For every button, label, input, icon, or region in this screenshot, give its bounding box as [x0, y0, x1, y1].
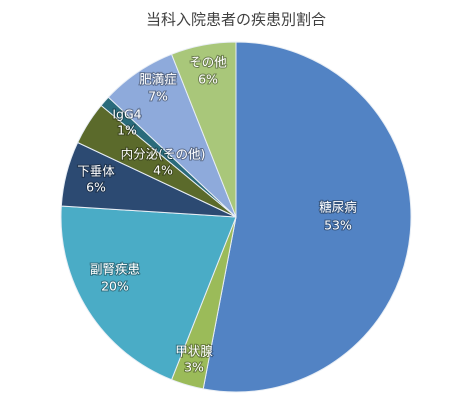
slice-label: IgG4	[112, 107, 141, 122]
pie-slice	[60, 205, 237, 381]
slice-value-label: 20%	[101, 279, 129, 294]
slice-label: 甲状腺	[175, 344, 213, 359]
pie-slice	[170, 41, 237, 218]
pie-slice	[202, 41, 412, 393]
slice-value-label: 3%	[184, 360, 204, 375]
slice-label: 副腎疾患	[90, 262, 140, 277]
slice-label: 糖尿病	[319, 200, 357, 215]
slice-label: 肥満症	[139, 72, 177, 87]
slice-value-label: 4%	[153, 163, 173, 178]
slice-label: 下垂体	[77, 164, 115, 179]
slice-value-label: 6%	[86, 180, 106, 195]
slice-value-label: 53%	[324, 218, 352, 233]
slice-value-label: 7%	[148, 89, 168, 104]
slice-value-label: 1%	[117, 123, 137, 138]
slice-label: その他	[189, 55, 227, 70]
slice-value-label: 6%	[198, 72, 218, 87]
chart-title: 当科入院患者の疾患別割合	[146, 11, 326, 29]
slice-label: 内分泌(その他)	[121, 147, 206, 162]
